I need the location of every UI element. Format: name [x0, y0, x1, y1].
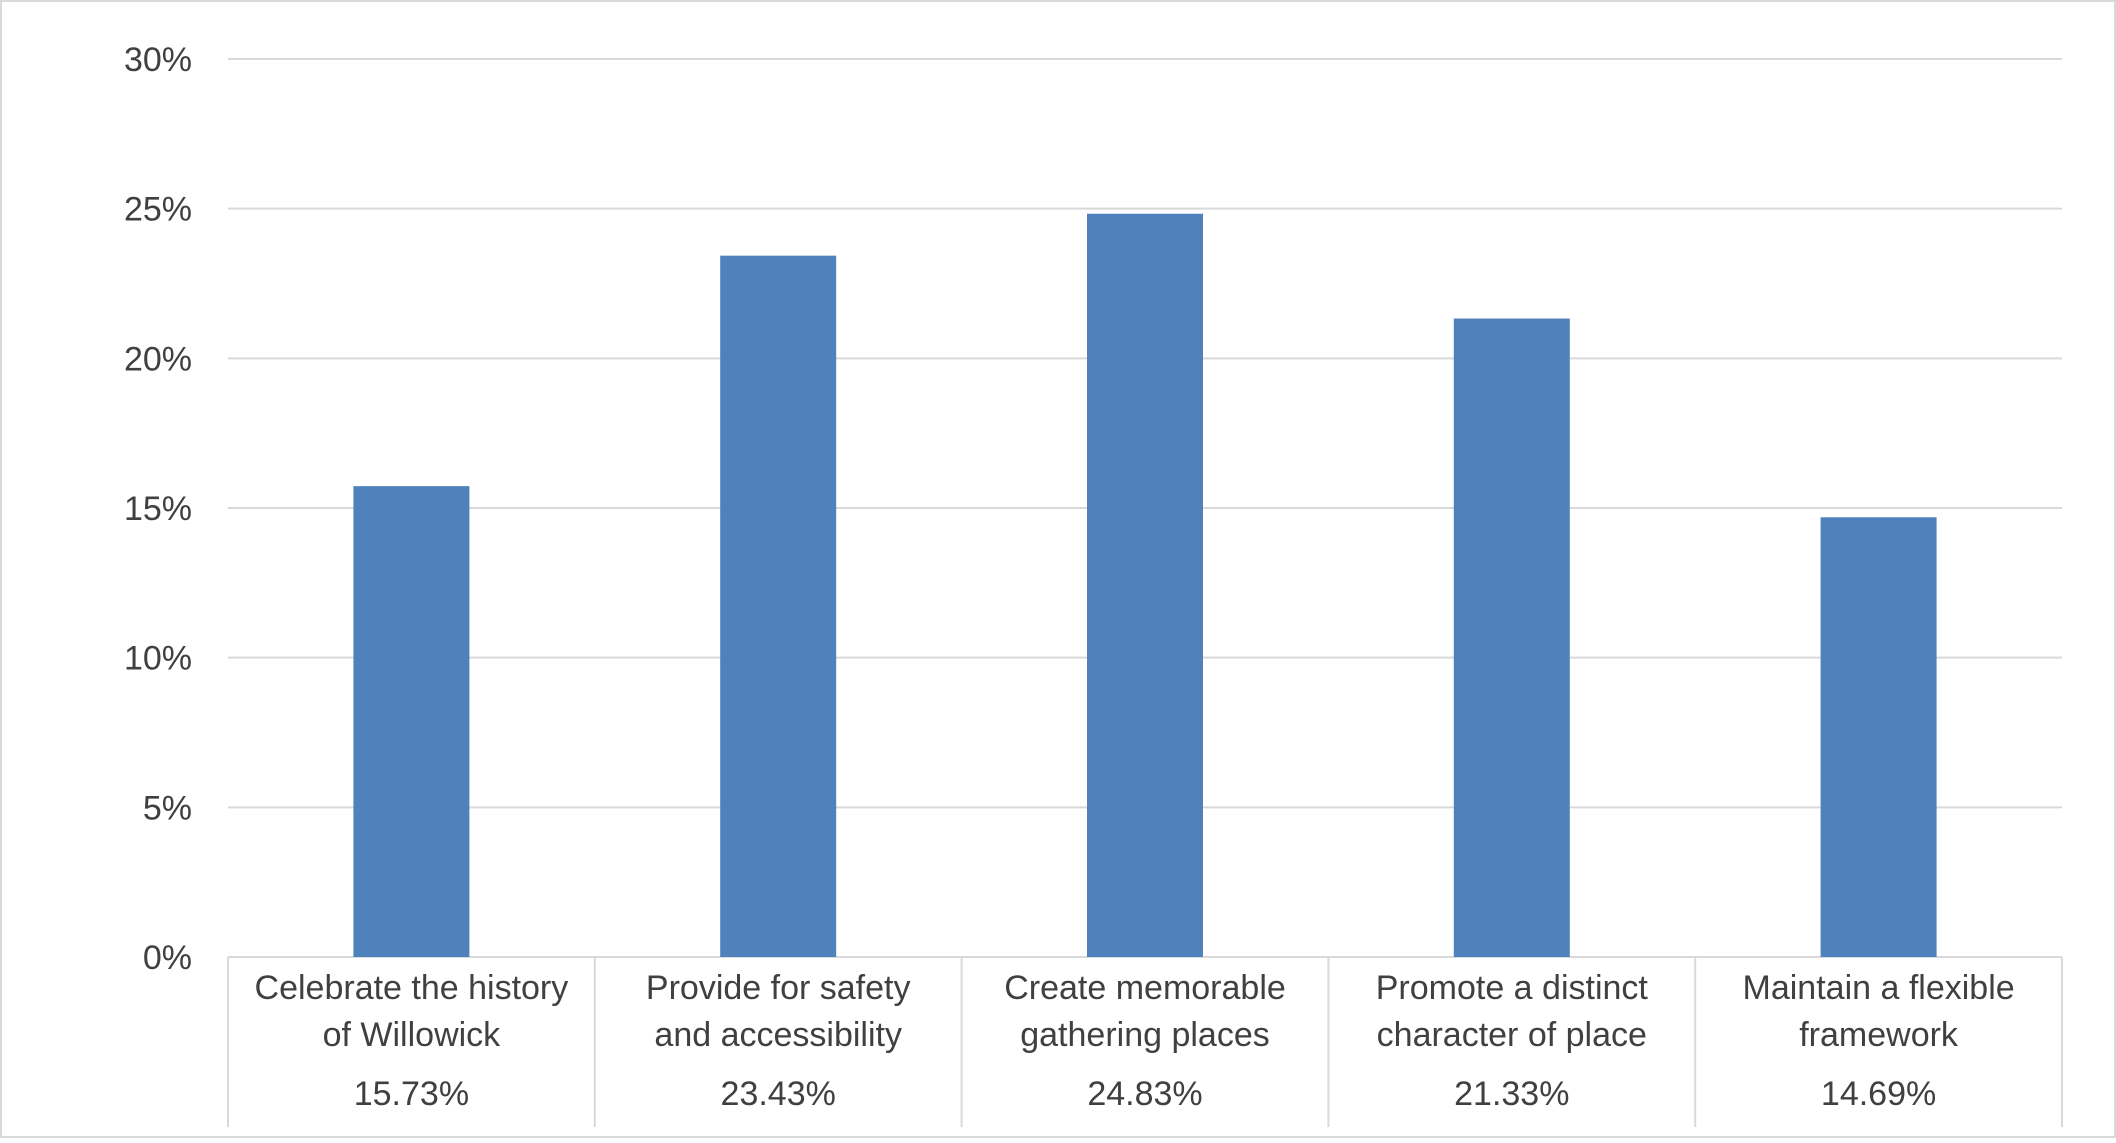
category-label: Provide for safety [646, 969, 911, 1007]
y-tick-label: 15% [124, 490, 192, 528]
y-axis-tick-labels: 0% 5% 10% 15% 20% 25% 30% [124, 41, 192, 977]
category-label: gathering places [1020, 1016, 1270, 1054]
data-label: 24.83% [1087, 1075, 1202, 1113]
bar [353, 486, 470, 957]
category-label: character of place [1377, 1016, 1647, 1054]
data-label: 15.73% [354, 1075, 469, 1113]
bar [1087, 213, 1203, 957]
bar [1453, 318, 1570, 958]
y-tick-label: 25% [124, 191, 192, 229]
category-label: Create memorable [1004, 969, 1286, 1007]
data-label: 21.33% [1454, 1075, 1569, 1113]
y-tick-label: 10% [124, 640, 192, 678]
category-label: Maintain a flexible [1743, 969, 2015, 1007]
y-tick-label: 5% [143, 789, 192, 827]
bar [720, 255, 837, 958]
data-label: 14.69% [1821, 1075, 1936, 1113]
data-label: 23.43% [721, 1075, 836, 1113]
category-label: of Willowick [323, 1016, 502, 1054]
y-tick-label: 0% [143, 939, 192, 977]
category-label: framework [1799, 1016, 1959, 1054]
category-label: Celebrate the history [255, 969, 569, 1007]
bar [1820, 517, 1937, 957]
bars [353, 213, 1937, 958]
category-label: Promote a distinct [1376, 969, 1649, 1007]
category-label: and accessibility [654, 1016, 902, 1054]
y-tick-label: 30% [124, 41, 192, 79]
y-tick-label: 20% [124, 340, 192, 378]
category-table: Celebrate the history of Willowick 15.73% P… [227, 957, 2063, 1127]
